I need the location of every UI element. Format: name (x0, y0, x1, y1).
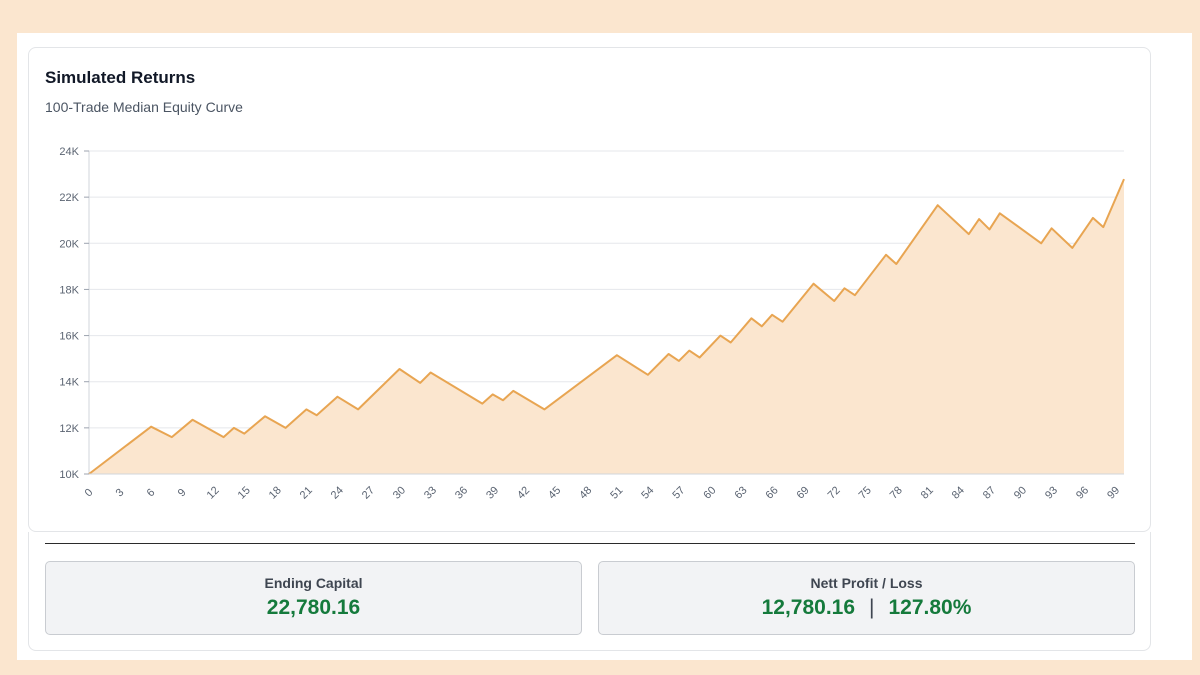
x-tick-label: 75 (857, 484, 874, 501)
ending-capital-label: Ending Capital (264, 575, 363, 591)
x-tick-label: 72 (826, 484, 843, 501)
x-tick-label: 78 (888, 484, 905, 501)
y-tick-label: 14K (59, 377, 79, 389)
divider (45, 543, 1135, 544)
equity-line (88, 178, 1125, 475)
x-tick-label: 27 (360, 484, 377, 501)
nett-profit-percent: 127.80% (888, 596, 972, 619)
chart-subtitle: 100-Trade Median Equity Curve (45, 99, 243, 115)
x-tick-label: 6 (145, 487, 158, 500)
x-tick-label: 48 (577, 484, 594, 501)
x-tick-label: 45 (546, 484, 563, 501)
area-layer (88, 178, 1125, 475)
value-separator: | (869, 596, 875, 619)
x-tick-label: 63 (732, 484, 749, 501)
x-tick-label: 69 (795, 484, 812, 501)
x-tick-label: 15 (236, 484, 253, 501)
x-tick-label: 33 (422, 484, 439, 501)
x-tick-label: 9 (176, 487, 189, 500)
x-axis: 0 3 6 9 12 15 18 21 24 27 30 33 36 39 42 45 48 51 54 57 60 63… (83, 473, 1124, 502)
x-tick-label: 57 (670, 484, 687, 501)
y-tick-label: 20K (59, 238, 79, 250)
ending-capital-box: Ending Capital 22,780.16 (45, 561, 582, 635)
y-tick-label: 18K (59, 284, 79, 296)
x-tick-label: 99 (1105, 484, 1122, 501)
chart-card: Simulated Returns 100-Trade Median Equit… (28, 47, 1151, 532)
x-tick-label: 60 (701, 484, 718, 501)
x-tick-label: 54 (639, 484, 656, 501)
nett-profit-value: 12,780.16 (761, 596, 856, 619)
x-tick-label: 0 (83, 487, 96, 500)
equity-area (89, 179, 1124, 474)
x-tick-label: 66 (764, 484, 781, 501)
x-tick-label: 3 (114, 487, 127, 500)
y-tick-label: 16K (59, 331, 79, 343)
x-tick-label: 96 (1074, 484, 1091, 501)
x-tick-label: 12 (205, 484, 222, 501)
x-tick-label: 51 (608, 484, 625, 501)
nett-profit-label: Nett Profit / Loss (810, 575, 923, 591)
ending-capital-value: 22,780.16 (266, 596, 361, 619)
x-tick-label: 18 (267, 484, 284, 501)
chart-title: Simulated Returns (45, 68, 196, 87)
x-tick-label: 39 (484, 484, 501, 501)
y-tick-label: 22K (59, 192, 79, 204)
x-tick-label: 21 (298, 484, 315, 501)
x-tick-label: 87 (981, 484, 998, 501)
nett-profit-values: 12,780.16 | 127.80% (599, 596, 1134, 620)
x-tick-label: 42 (515, 484, 532, 501)
x-tick-label: 93 (1043, 484, 1060, 501)
nett-profit-box: Nett Profit / Loss 12,780.16 | 127.80% (598, 561, 1135, 635)
x-tick-label: 30 (391, 484, 408, 501)
y-axis: 10K 12K 14K 16K 18K 20K 22K 24K (59, 146, 89, 481)
x-tick-label: 81 (919, 484, 936, 501)
y-tick-label: 12K (59, 423, 79, 435)
x-tick-label: 84 (950, 484, 967, 501)
summary-footer: Ending Capital 22,780.16 Nett Profit / L… (28, 532, 1151, 651)
x-tick-label: 24 (329, 484, 346, 501)
x-tick-label: 90 (1012, 484, 1029, 501)
x-tick-label: 36 (453, 484, 470, 501)
y-tick-label: 24K (59, 146, 79, 158)
y-tick-label: 10K (59, 469, 79, 481)
